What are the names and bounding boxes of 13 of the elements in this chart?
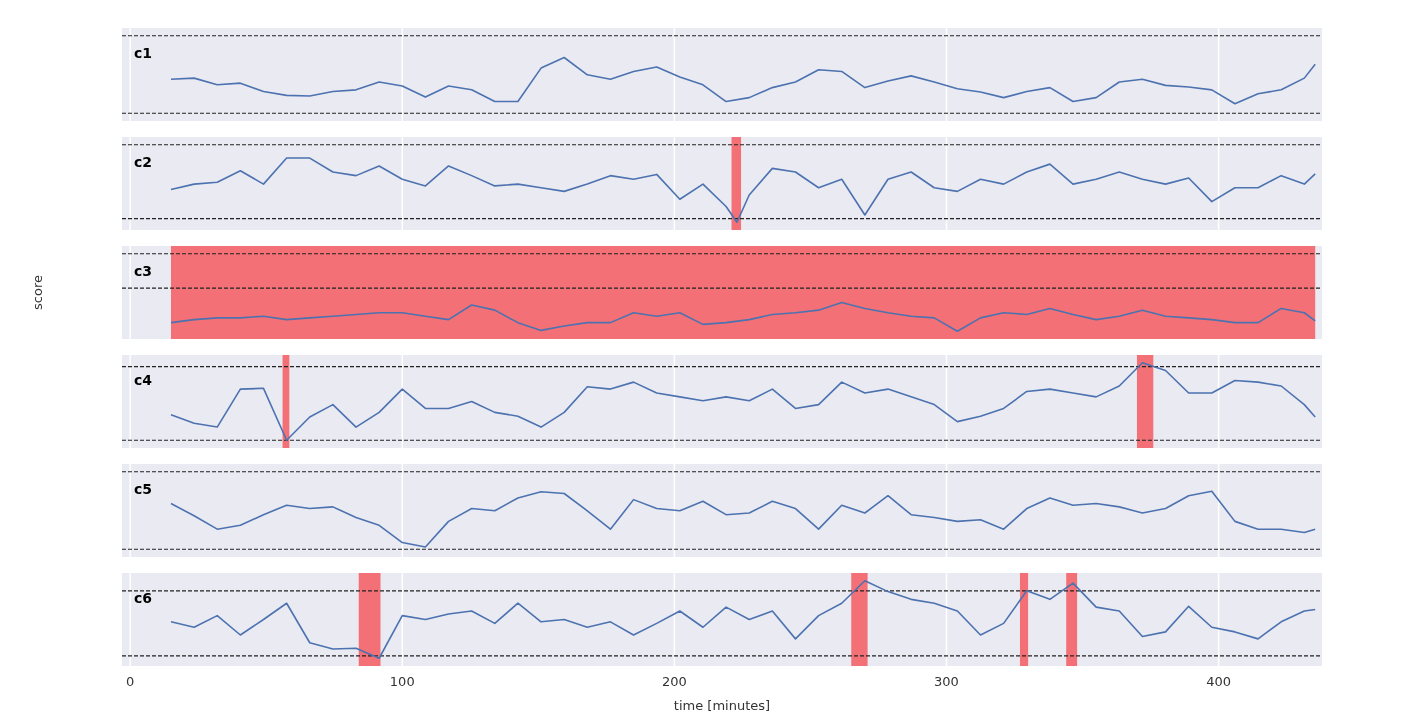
x-tick-label: 100 <box>389 674 415 689</box>
text: c6 <box>134 590 153 606</box>
x-tick-label: 400 <box>1206 674 1232 689</box>
text: c4 <box>134 372 153 388</box>
y-axis-title: score <box>30 275 45 310</box>
chart-title: c1 <box>134 45 153 61</box>
chart-title: c3 <box>134 263 153 279</box>
x-tick-label: 200 <box>661 674 687 689</box>
chart-title: c5 <box>134 481 153 497</box>
x-tick-label: 0 <box>126 674 135 689</box>
x-tick-label: 300 <box>934 674 959 689</box>
chart-title: c2 <box>134 154 153 170</box>
x-axis-title: time [minutes] <box>673 698 771 713</box>
